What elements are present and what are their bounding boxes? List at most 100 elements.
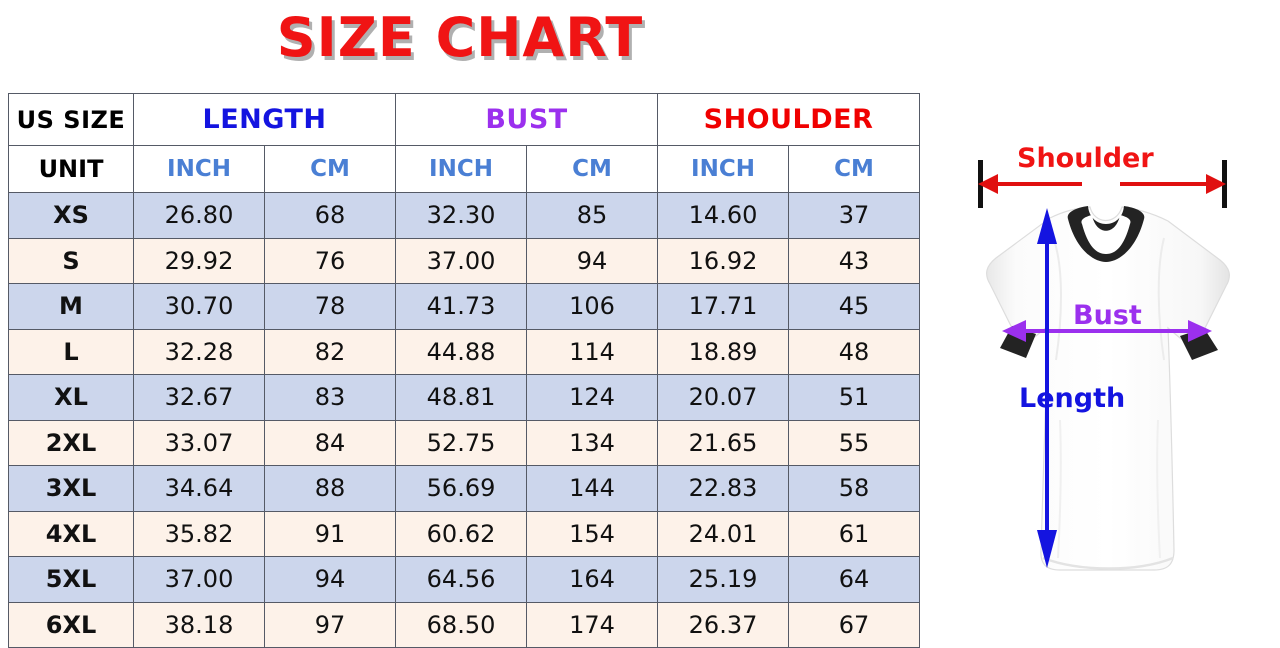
cell-size: S bbox=[8, 237, 134, 284]
tshirt-illustration bbox=[930, 120, 1270, 630]
cell-length-cm: 84 bbox=[263, 419, 397, 466]
cell-shoulder-inch: 18.89 bbox=[657, 328, 790, 375]
unit-length-cm: CM bbox=[263, 145, 397, 193]
cell-length-cm: 83 bbox=[263, 374, 397, 421]
cell-shoulder-inch: 21.65 bbox=[657, 419, 790, 466]
unit-shoulder-inch: INCH bbox=[657, 145, 790, 193]
table-row: 4XL 35.82 91 60.62 154 24.01 61 bbox=[8, 510, 921, 557]
unit-bust-cm: CM bbox=[526, 145, 659, 193]
cell-length-inch: 26.80 bbox=[133, 192, 265, 239]
cell-size: M bbox=[8, 283, 134, 330]
cell-bust-inch: 32.30 bbox=[395, 192, 528, 239]
bust-annotation-label: Bust bbox=[1073, 300, 1142, 331]
cell-bust-cm: 134 bbox=[526, 419, 659, 466]
cell-length-inch: 37.00 bbox=[133, 556, 265, 603]
cell-shoulder-inch: 24.01 bbox=[657, 510, 790, 557]
cell-bust-inch: 37.00 bbox=[395, 237, 528, 284]
table-group-header-row: US SIZE LENGTH BUST SHOULDER bbox=[8, 93, 921, 146]
unit-bust-inch: INCH bbox=[395, 145, 528, 193]
cell-bust-inch: 44.88 bbox=[395, 328, 528, 375]
cell-shoulder-inch: 20.07 bbox=[657, 374, 790, 421]
cell-length-inch: 29.92 bbox=[133, 237, 265, 284]
cell-length-cm: 94 bbox=[263, 556, 397, 603]
cell-size: XL bbox=[8, 374, 134, 421]
cell-length-cm: 78 bbox=[263, 283, 397, 330]
cell-bust-cm: 94 bbox=[526, 237, 659, 284]
table-row: XL 32.67 83 48.81 124 20.07 51 bbox=[8, 374, 921, 421]
cell-length-cm: 88 bbox=[263, 465, 397, 512]
cell-bust-cm: 85 bbox=[526, 192, 659, 239]
cell-length-inch: 32.28 bbox=[133, 328, 265, 375]
cell-shoulder-cm: 51 bbox=[788, 374, 921, 421]
cell-size: 5XL bbox=[8, 556, 134, 603]
cell-length-cm: 68 bbox=[263, 192, 397, 239]
cell-bust-cm: 124 bbox=[526, 374, 659, 421]
cell-bust-inch: 64.56 bbox=[395, 556, 528, 603]
cell-length-inch: 34.64 bbox=[133, 465, 265, 512]
table-body: XS 26.80 68 32.30 85 14.60 37 S 29.92 76 37.00 94 16… bbox=[8, 192, 921, 648]
table-row: 2XL 33.07 84 52.75 134 21.65 55 bbox=[8, 419, 921, 466]
cell-length-cm: 91 bbox=[263, 510, 397, 557]
table-row: 3XL 34.64 88 56.69 144 22.83 58 bbox=[8, 465, 921, 512]
cell-shoulder-cm: 37 bbox=[788, 192, 921, 239]
cell-shoulder-cm: 45 bbox=[788, 283, 921, 330]
cell-shoulder-inch: 26.37 bbox=[657, 601, 790, 648]
cell-shoulder-cm: 58 bbox=[788, 465, 921, 512]
shoulder-annotation-label: Shoulder bbox=[1017, 143, 1154, 174]
cell-shoulder-cm: 48 bbox=[788, 328, 921, 375]
page-title: SIZE CHART bbox=[276, 6, 644, 69]
cell-bust-inch: 60.62 bbox=[395, 510, 528, 557]
cell-bust-inch: 68.50 bbox=[395, 601, 528, 648]
cell-bust-inch: 41.73 bbox=[395, 283, 528, 330]
table-row: XS 26.80 68 32.30 85 14.60 37 bbox=[8, 192, 921, 239]
cell-bust-cm: 174 bbox=[526, 601, 659, 648]
cell-length-cm: 76 bbox=[263, 237, 397, 284]
cell-bust-cm: 144 bbox=[526, 465, 659, 512]
cell-shoulder-inch: 17.71 bbox=[657, 283, 790, 330]
table-unit-row: UNIT INCH CM INCH CM INCH CM bbox=[8, 145, 921, 193]
cell-length-cm: 82 bbox=[263, 328, 397, 375]
cell-length-inch: 30.70 bbox=[133, 283, 265, 330]
cell-length-inch: 35.82 bbox=[133, 510, 265, 557]
cell-length-inch: 38.18 bbox=[133, 601, 265, 648]
cell-shoulder-inch: 14.60 bbox=[657, 192, 790, 239]
cell-shoulder-cm: 61 bbox=[788, 510, 921, 557]
cell-bust-cm: 154 bbox=[526, 510, 659, 557]
cell-shoulder-cm: 64 bbox=[788, 556, 921, 603]
collar-trim bbox=[1067, 206, 1145, 262]
shoulder-measure-arrow bbox=[978, 160, 1227, 208]
cell-shoulder-cm: 43 bbox=[788, 237, 921, 284]
table-row: 6XL 38.18 97 68.50 174 26.37 67 bbox=[8, 601, 921, 648]
cell-size: 6XL bbox=[8, 601, 134, 648]
unit-shoulder-cm: CM bbox=[788, 145, 921, 193]
cell-length-inch: 33.07 bbox=[133, 419, 265, 466]
cell-size: 4XL bbox=[8, 510, 134, 557]
length-measure-arrow bbox=[1037, 208, 1057, 568]
header-us-size: US SIZE bbox=[8, 93, 134, 146]
size-chart-table: US SIZE LENGTH BUST SHOULDER UNIT INCH C… bbox=[8, 93, 921, 648]
cell-bust-cm: 164 bbox=[526, 556, 659, 603]
header-length: LENGTH bbox=[132, 93, 397, 146]
table-row: M 30.70 78 41.73 106 17.71 45 bbox=[8, 283, 921, 330]
cell-length-cm: 97 bbox=[263, 601, 397, 648]
cell-shoulder-inch: 25.19 bbox=[657, 556, 790, 603]
table-row: 5XL 37.00 94 64.56 164 25.19 64 bbox=[8, 556, 921, 603]
cell-shoulder-inch: 22.83 bbox=[657, 465, 790, 512]
cell-length-inch: 32.67 bbox=[133, 374, 265, 421]
bust-measure-arrow bbox=[1002, 320, 1212, 342]
cell-bust-cm: 106 bbox=[526, 283, 659, 330]
unit-length-inch: INCH bbox=[133, 145, 265, 193]
cell-shoulder-inch: 16.92 bbox=[657, 237, 790, 284]
cell-size: L bbox=[8, 328, 134, 375]
cell-shoulder-cm: 67 bbox=[788, 601, 921, 648]
table-row: L 32.28 82 44.88 114 18.89 48 bbox=[8, 328, 921, 375]
unit-label: UNIT bbox=[8, 145, 134, 193]
cell-bust-cm: 114 bbox=[526, 328, 659, 375]
table-row: S 29.92 76 37.00 94 16.92 43 bbox=[8, 237, 921, 284]
length-annotation-label: Length bbox=[1019, 383, 1126, 414]
cell-size: 3XL bbox=[8, 465, 134, 512]
cell-bust-inch: 56.69 bbox=[395, 465, 528, 512]
header-shoulder: SHOULDER bbox=[657, 93, 921, 146]
cell-size: XS bbox=[8, 192, 134, 239]
cell-shoulder-cm: 55 bbox=[788, 419, 921, 466]
